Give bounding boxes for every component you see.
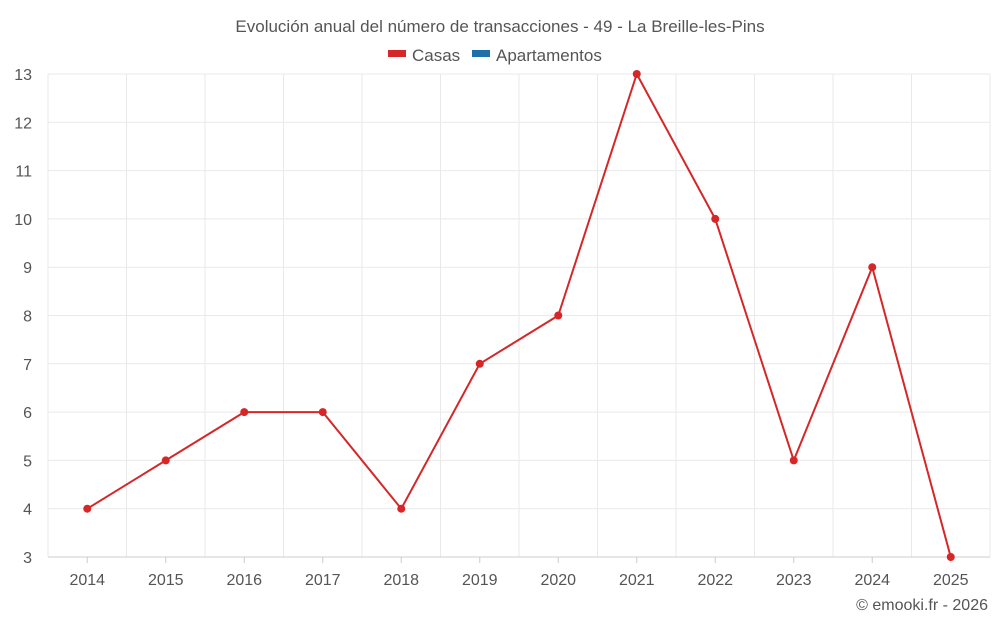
y-tick-label: 4 bbox=[23, 502, 32, 519]
credit-text: © emooki.fr - 2026 bbox=[856, 597, 988, 614]
data-point-casas-2024[interactable] bbox=[868, 263, 877, 272]
y-tick-label: 6 bbox=[23, 405, 32, 422]
x-tick-label: 2022 bbox=[697, 572, 733, 589]
x-tick-label: 2023 bbox=[776, 572, 812, 589]
series-line-casas bbox=[86, 73, 952, 558]
x-axis-ticks: 2014 2015 2016 2017 2018 2019 2020 2021 2022 2023… bbox=[69, 557, 969, 589]
x-tick-label: 2024 bbox=[854, 572, 890, 589]
x-tick-label: 2016 bbox=[226, 572, 262, 589]
legend-swatch-casas bbox=[388, 50, 406, 57]
x-tick-label: 2018 bbox=[383, 572, 419, 589]
x-tick-label: 2021 bbox=[619, 572, 655, 589]
x-tick-label: 2014 bbox=[69, 572, 105, 589]
grid bbox=[47, 73, 991, 558]
y-tick-label: 7 bbox=[23, 357, 32, 374]
x-tick-label: 2019 bbox=[462, 572, 498, 589]
legend: Casas Apartamentos bbox=[388, 46, 602, 65]
x-tick-label: 2015 bbox=[148, 572, 184, 589]
y-tick-label: 10 bbox=[14, 212, 32, 229]
series-layer bbox=[83, 70, 955, 561]
y-tick-label: 8 bbox=[23, 309, 32, 326]
data-point-casas-2019[interactable] bbox=[475, 359, 484, 368]
y-tick-label: 13 bbox=[14, 67, 32, 84]
x-tick-label: 2025 bbox=[933, 572, 969, 589]
y-tick-label: 11 bbox=[15, 164, 32, 181]
data-point-casas-2021[interactable] bbox=[632, 70, 641, 78]
x-tick-label: 2017 bbox=[305, 572, 341, 589]
data-point-casas-2014[interactable] bbox=[83, 504, 92, 513]
y-tick-label: 3 bbox=[23, 550, 32, 567]
legend-label-apartamentos: Apartamentos bbox=[496, 46, 602, 65]
data-point-casas-2016[interactable] bbox=[240, 408, 249, 417]
y-tick-label: 12 bbox=[14, 115, 32, 132]
data-point-casas-2025[interactable] bbox=[946, 553, 955, 561]
data-point-casas-2017[interactable] bbox=[318, 408, 327, 417]
legend-item-casas[interactable]: Casas bbox=[388, 46, 460, 65]
y-axis-ticks: 3 4 5 6 7 8 9 10 11 12 13 bbox=[14, 67, 32, 567]
legend-item-apartamentos[interactable]: Apartamentos bbox=[472, 46, 602, 65]
chart-title: Evolución anual del número de transaccio… bbox=[235, 17, 764, 36]
data-point-casas-2022[interactable] bbox=[711, 214, 720, 223]
data-point-casas-2018[interactable] bbox=[397, 504, 406, 513]
legend-swatch-apartamentos bbox=[472, 50, 490, 57]
data-point-casas-2015[interactable] bbox=[161, 456, 170, 465]
data-point-casas-2023[interactable] bbox=[789, 456, 798, 465]
x-tick-label: 2020 bbox=[540, 572, 576, 589]
y-tick-label: 5 bbox=[23, 453, 32, 470]
data-point-casas-2020[interactable] bbox=[554, 311, 563, 320]
y-tick-label: 9 bbox=[23, 260, 32, 277]
legend-label-casas: Casas bbox=[412, 46, 460, 65]
